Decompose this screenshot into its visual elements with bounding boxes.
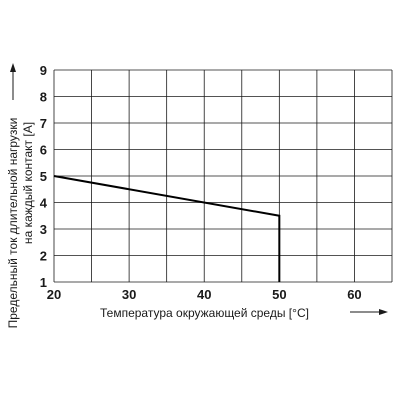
x-tick-label: 20	[47, 287, 61, 302]
series-line-1	[53, 175, 281, 282]
x-tick-label: 60	[347, 287, 361, 302]
y-axis-arrow	[10, 63, 16, 100]
y-tick-label: 8	[40, 90, 47, 105]
y-tick-label: 4	[40, 196, 48, 211]
y-tick-label: 3	[40, 222, 47, 237]
y-tick-label: 7	[40, 116, 47, 131]
x-axis-title: Температура окружающей среды [°C]	[100, 306, 309, 320]
y-tick-label: 1	[40, 275, 47, 290]
x-tick-label: 40	[197, 287, 211, 302]
x-axis-arrow	[350, 309, 388, 315]
y-tick-label: 5	[40, 169, 47, 184]
x-tick-label: 50	[272, 287, 286, 302]
y-tick-label: 9	[40, 63, 47, 78]
grid	[53, 69, 393, 283]
y-axis-title-line-1: Предельный ток длительной нагрузки	[6, 118, 20, 329]
tick-labels: 20 30 40 50 60 1 2 3 4 5 6 7 8 9	[40, 63, 362, 302]
y-axis-title-line-2: на каждый контакт [A]	[21, 122, 35, 244]
y-tick-label: 2	[40, 249, 47, 264]
x-tick-label: 30	[122, 287, 136, 302]
series-layer	[53, 175, 281, 282]
y-tick-label: 6	[40, 143, 47, 158]
